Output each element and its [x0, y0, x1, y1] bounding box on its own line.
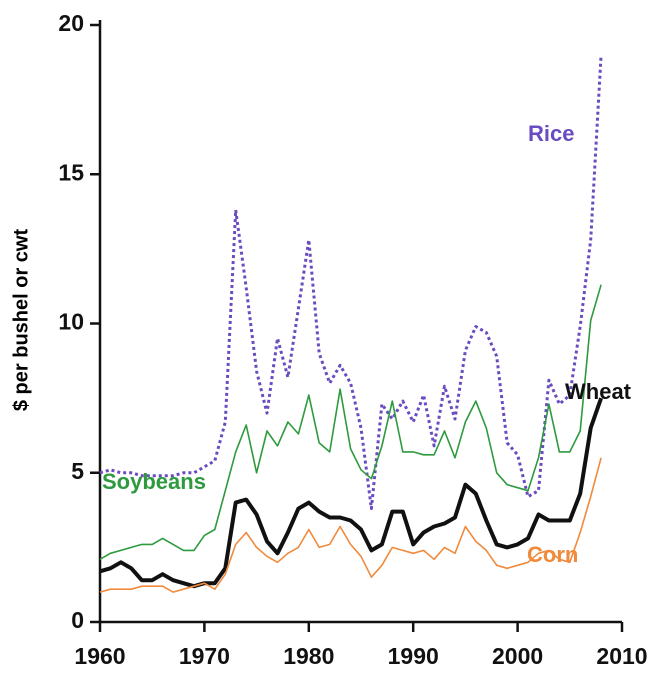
x-tick-label: 2000	[492, 643, 543, 669]
y-tick-label: 10	[58, 309, 84, 335]
y-tick-label: 5	[71, 458, 84, 484]
x-tick-label: 2010	[596, 643, 647, 669]
series-label: Rice	[528, 121, 574, 146]
y-axis-label: $ per bushel or cwt	[10, 229, 32, 412]
series-label: Soybeans	[102, 469, 206, 494]
y-tick-label: 15	[58, 159, 84, 185]
x-tick-label: 1980	[283, 643, 334, 669]
series-label: Corn	[527, 542, 578, 567]
x-tick-label: 1970	[179, 643, 230, 669]
series-label: Wheat	[565, 379, 632, 404]
y-tick-label: 20	[58, 10, 84, 36]
series-line	[99, 54, 603, 511]
y-tick-label: 0	[71, 607, 84, 633]
series-line	[99, 397, 603, 589]
x-tick-label: 1990	[388, 643, 439, 669]
x-tick-label: 1960	[74, 643, 125, 669]
series-line	[99, 284, 602, 560]
series-line	[99, 457, 602, 593]
